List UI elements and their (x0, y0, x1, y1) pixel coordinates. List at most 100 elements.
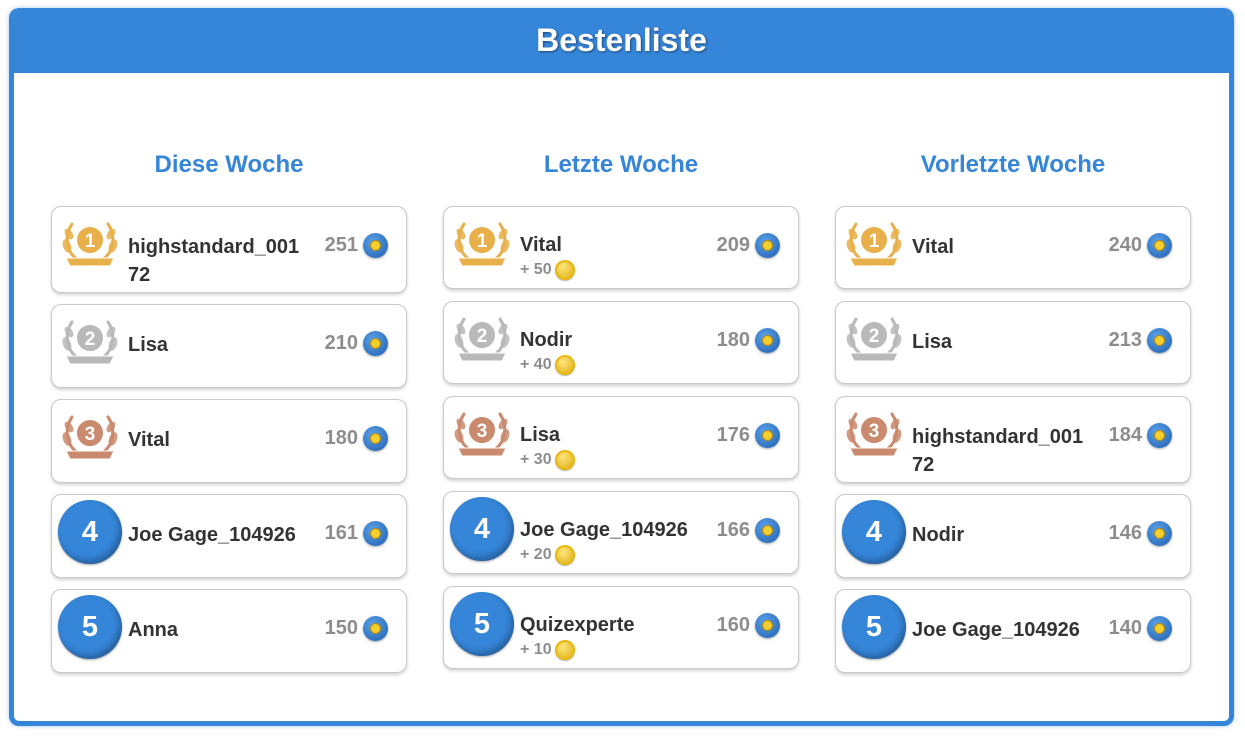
leaderboard-row: 1 Vital 209 + 50 (443, 206, 799, 289)
leaderboard-row: 3 Vital 180 (51, 399, 407, 483)
player-name: Nodir (520, 329, 573, 351)
column-title: Vorletzte Woche (920, 151, 1106, 178)
laurel-medal-icon: 3 (846, 412, 902, 457)
page-title: Bestenliste (536, 22, 707, 58)
leaderboard-row: 2 Lisa 213 (835, 301, 1191, 384)
player-name: Lisa (520, 424, 561, 446)
bonus-amount: + 30 (520, 451, 552, 468)
quiz-points-icon (363, 233, 388, 258)
laurel-medal-icon: 2 (454, 317, 510, 362)
leaderboard-row: 5 Joe Gage_104926 140 (835, 589, 1191, 673)
gold-coin-icon (554, 545, 575, 565)
player-name: highstandard_00172 (128, 236, 300, 286)
leaderboard-row: 1 highstandard_00172 251 (51, 206, 407, 293)
player-score: 180 (324, 427, 358, 449)
player-name: Joe Gage_104926 (520, 519, 688, 541)
svg-text:1: 1 (85, 231, 96, 252)
leaderboard-row: 1 Vital 240 (835, 206, 1191, 289)
quiz-points-icon (1147, 233, 1172, 258)
bonus-reward: + 30 (520, 450, 575, 470)
quiz-points-icon (755, 613, 780, 638)
player-score: 251 (324, 234, 358, 256)
laurel-medal-icon: 1 (846, 222, 902, 267)
leaderboard-row: 2 Nodir 180 + 40 (443, 301, 799, 384)
player-name: Joe Gage_104926 (912, 619, 1080, 641)
quiz-points-icon (755, 233, 780, 258)
svg-text:3: 3 (869, 421, 880, 442)
laurel-medal-icon: 1 (62, 222, 118, 267)
quiz-points-icon (1147, 616, 1172, 641)
quiz-points-icon (1147, 521, 1172, 546)
svg-text:3: 3 (85, 424, 96, 445)
bonus-reward: + 40 (520, 355, 575, 375)
rank-badge: 5 (58, 595, 122, 659)
leaderboard-panel: Bestenliste Diese Woche 1 highstandard_0… (9, 8, 1234, 726)
player-name: Vital (912, 236, 954, 258)
column-title: Letzte Woche (543, 151, 699, 178)
leaderboard-row: 4 Joe Gage_104926 166 + 20 (443, 491, 799, 574)
bonus-amount: + 50 (520, 261, 552, 278)
svg-text:1: 1 (477, 231, 488, 252)
player-score: 150 (324, 617, 358, 639)
svg-text:3: 3 (477, 421, 488, 442)
player-score: 180 (716, 329, 750, 351)
quiz-points-icon (755, 423, 780, 448)
rank-badge: 4 (842, 500, 906, 564)
leaderboard-row: 5 Quizexperte 160 + 10 (443, 586, 799, 669)
gold-coin-icon (554, 450, 575, 470)
bonus-amount: + 40 (520, 356, 552, 373)
gold-coin-icon (554, 260, 575, 280)
bonus-amount: + 10 (520, 641, 552, 658)
player-score: 160 (716, 614, 750, 636)
laurel-medal-icon: 2 (62, 320, 118, 365)
header-bar: Bestenliste (14, 8, 1229, 73)
laurel-medal-icon: 3 (454, 412, 510, 457)
gold-coin-icon (554, 640, 575, 660)
leaderboard-row: 4 Joe Gage_104926 161 (51, 494, 407, 578)
rank-badge: 5 (450, 592, 514, 656)
quiz-points-icon (1147, 328, 1172, 353)
player-score: 146 (1108, 522, 1142, 544)
leaderboard-row: 5 Anna 150 (51, 589, 407, 673)
svg-text:2: 2 (85, 329, 96, 350)
player-name: highstandard_00172 (912, 426, 1084, 476)
player-score: 161 (324, 522, 358, 544)
rank-badge: 4 (450, 497, 514, 561)
player-name: Lisa (128, 334, 169, 356)
leaderboard-row: 2 Lisa 210 (51, 304, 407, 388)
bonus-amount: + 20 (520, 546, 552, 563)
player-name: Lisa (912, 331, 953, 353)
leaderboard-columns: Diese Woche 1 highstandard_00172 251 (14, 73, 1229, 721)
player-name: Quizexperte (520, 614, 635, 636)
svg-text:2: 2 (477, 326, 488, 347)
laurel-medal-icon: 1 (454, 222, 510, 267)
player-score: 240 (1108, 234, 1142, 256)
quiz-points-icon (1147, 423, 1172, 448)
player-score: 184 (1108, 424, 1142, 446)
column-title: Diese Woche (154, 151, 304, 178)
quiz-points-icon (755, 328, 780, 353)
gold-coin-icon (554, 355, 575, 375)
svg-text:2: 2 (869, 326, 880, 347)
rank-badge: 4 (58, 500, 122, 564)
bonus-reward: + 20 (520, 545, 575, 565)
quiz-points-icon (363, 331, 388, 356)
quiz-points-icon (755, 518, 780, 543)
bonus-reward: + 10 (520, 640, 575, 660)
rank-badge: 5 (842, 595, 906, 659)
player-name: Vital (520, 234, 562, 256)
player-name: Nodir (912, 524, 965, 546)
laurel-medal-icon: 3 (62, 415, 118, 460)
player-score: 210 (324, 332, 358, 354)
bonus-reward: + 50 (520, 260, 575, 280)
player-score: 140 (1108, 617, 1142, 639)
leaderboard-row: 4 Nodir 146 (835, 494, 1191, 578)
player-score: 166 (716, 519, 750, 541)
player-name: Anna (128, 619, 178, 641)
svg-text:1: 1 (869, 231, 880, 252)
quiz-points-icon (363, 426, 388, 451)
player-score: 213 (1108, 329, 1142, 351)
player-score: 176 (716, 424, 750, 446)
player-name: Joe Gage_104926 (128, 524, 296, 546)
quiz-points-icon (363, 521, 388, 546)
